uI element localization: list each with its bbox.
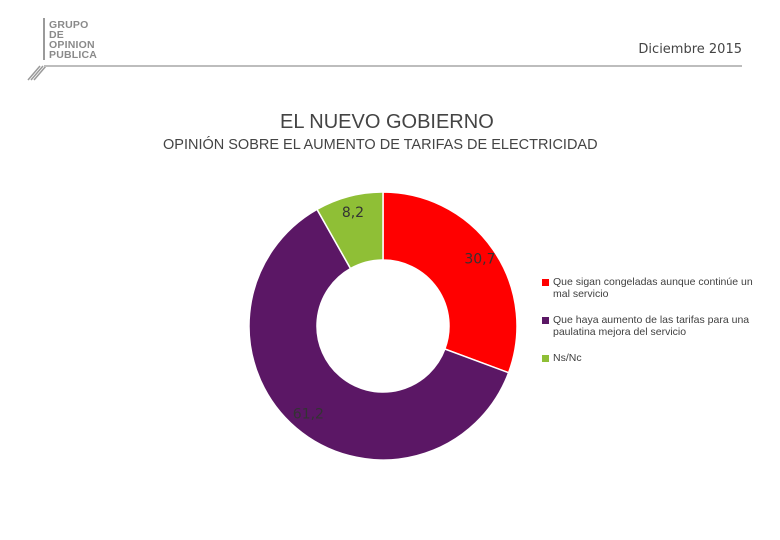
- legend-label: Que sigan congeladas aunque continúe un …: [553, 276, 753, 300]
- legend-label: Ns/Nc: [553, 352, 582, 364]
- logo-line: DE: [49, 29, 64, 41]
- legend-label: Que haya aumento de las tarifas para una…: [553, 314, 750, 338]
- legend-item: Que sigan congeladas aunque continúe un …: [541, 276, 766, 300]
- header-divider: [44, 65, 742, 67]
- chart-subtitle: OPINIÓN SOBRE EL AUMENTO DE TARIFAS DE E…: [163, 137, 598, 153]
- logo-line: OPINION: [49, 39, 95, 51]
- logo-text: GRUPO DE OPINION PUBLICA: [49, 19, 98, 61]
- logo-mark: [27, 18, 47, 81]
- chart-title: EL NUEVO GOBIERNO: [280, 111, 494, 133]
- legend-swatch: [542, 317, 549, 324]
- date-label: Diciembre 2015: [638, 42, 742, 57]
- data-label-nsnc: 8,2: [342, 205, 364, 221]
- legend-swatch: [542, 355, 549, 362]
- legend-item: Que haya aumento de las tarifas para una…: [541, 314, 766, 338]
- data-label-aumento: 61,2: [293, 406, 324, 422]
- logo-line: GRUPO: [49, 19, 89, 31]
- slice-aumento: [248, 208, 510, 461]
- chart-legend: Que sigan congeladas aunque continúe un …: [541, 276, 766, 378]
- legend-item: Ns/Nc: [541, 352, 766, 364]
- slice-congeladas: [382, 191, 518, 374]
- logo-line: PUBLICA: [49, 49, 98, 61]
- legend-swatch: [542, 279, 549, 286]
- slice-nsnc: [316, 191, 384, 270]
- data-label-congeladas: 30,7: [464, 252, 495, 268]
